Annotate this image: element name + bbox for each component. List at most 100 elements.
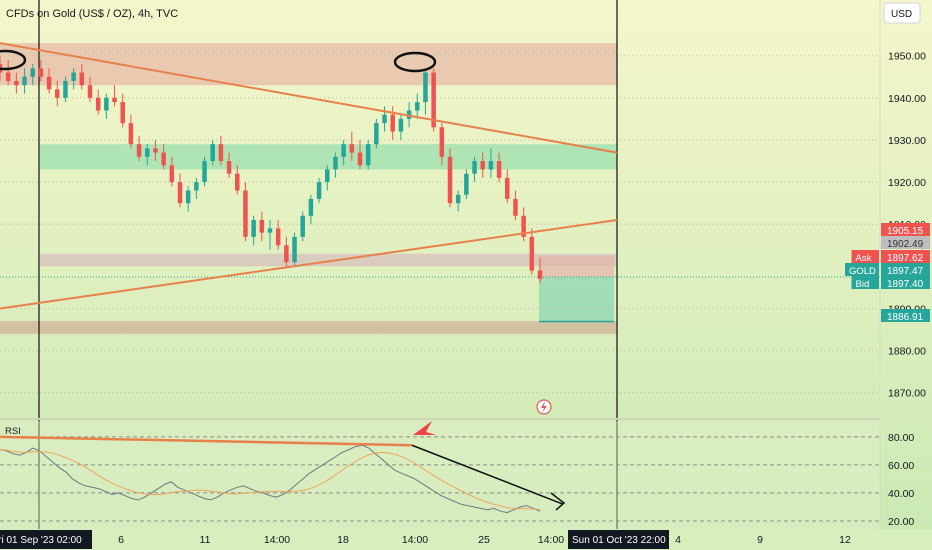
time-axis-tick: 4: [675, 534, 681, 546]
price-label-gold-bg: [881, 263, 930, 276]
descending-resistance-line: [0, 42, 618, 154]
price-axis-tick: 1870.00: [888, 388, 926, 400]
red-arrow-marker: [413, 421, 436, 435]
candle-body: [136, 144, 142, 157]
price-label-ask-tag: Ask: [856, 253, 872, 264]
candle-body: [333, 156, 338, 170]
time-axis-tick: 18: [337, 534, 349, 546]
price-axis-tick: 1950.00: [888, 51, 926, 63]
candle: [112, 85, 117, 107]
candle: [177, 173, 183, 208]
candle: [63, 76, 68, 103]
candle: [22, 68, 27, 94]
price-axis-tick: 1940.00: [888, 93, 926, 105]
drawings-layer: [0, 42, 618, 415]
candle-body: [275, 228, 281, 246]
candle-body: [161, 152, 166, 166]
candle-body: [30, 68, 35, 77]
start-time-label: Fri 01 Sep '23 02:00: [0, 535, 82, 546]
left-high-circle: [0, 49, 27, 71]
candle: [71, 68, 76, 90]
rsi-axis-tick: 80.00: [888, 432, 914, 444]
candle: [120, 93, 125, 128]
candle-body: [488, 161, 494, 170]
candle-body: [243, 190, 248, 237]
price-label-gold: 1897.47: [887, 266, 924, 277]
candle-body: [63, 80, 68, 98]
candle: [431, 68, 436, 132]
candle-body: [202, 161, 207, 183]
candle: [529, 228, 535, 275]
candle-body: [472, 161, 477, 174]
candle-body: [284, 245, 289, 263]
candle: [423, 68, 428, 115]
time-axis-tick: 6: [118, 534, 124, 546]
time-axis-tick: 14:00: [538, 534, 564, 546]
resistance-zone: [40, 144, 617, 170]
candle: [251, 215, 256, 246]
candle-body: [194, 182, 199, 191]
demand-zone: [0, 321, 617, 334]
candle-body: [308, 198, 314, 216]
lightning-glyph: [541, 401, 547, 413]
candle: [194, 177, 199, 199]
candle-body: [226, 161, 232, 174]
candle-body: [104, 97, 109, 111]
rsi-layer: [0, 421, 880, 529]
candle-body: [145, 148, 150, 157]
rsi-down-arrow-line: [411, 444, 564, 505]
candle-body: [169, 165, 175, 183]
candle-body: [218, 144, 224, 162]
candle: [284, 236, 289, 267]
candle: [341, 139, 346, 166]
candle: [398, 114, 404, 140]
candle: [488, 148, 494, 178]
candle-body: [439, 127, 445, 157]
candle-body: [112, 97, 117, 103]
candle-body: [423, 72, 428, 103]
candle: [447, 148, 453, 208]
candle: [308, 194, 314, 225]
candle: [5, 59, 11, 86]
price-label-gold-tag: GOLD: [849, 266, 876, 277]
candle: [185, 186, 191, 212]
candle: [30, 64, 35, 86]
candle-body: [267, 228, 273, 233]
candle: [472, 156, 477, 183]
candle-body: [341, 144, 346, 157]
price-label-1886: 1886.91: [887, 312, 924, 323]
candle-body: [316, 182, 322, 199]
candle: [38, 59, 44, 81]
price-label-1902-bg: [881, 236, 930, 249]
candle: [218, 135, 224, 166]
candle-body: [455, 194, 461, 204]
candle: [496, 152, 502, 183]
start-time-label-bg: [0, 530, 92, 549]
candle-body: [177, 182, 183, 204]
time-axis-tick: 11: [200, 534, 211, 546]
time-axis-tick: 25: [478, 534, 490, 546]
currency-button-label: USD: [891, 9, 912, 20]
candle: [87, 76, 93, 103]
currency-button-bg[interactable]: [883, 2, 921, 24]
rsi-ma-line: [0, 449, 541, 510]
candle-body: [505, 177, 510, 199]
price-axis-tick: 1920.00: [888, 177, 926, 189]
candle: [46, 68, 52, 94]
candle: [104, 93, 109, 119]
candle: [357, 139, 363, 170]
candle-body: [292, 236, 297, 263]
candle: [505, 169, 510, 204]
rsi-pane-bg: [0, 421, 880, 529]
end-time-label: Sun 01 Oct '23 22:00: [572, 535, 666, 546]
price-label-1905: 1905.15: [887, 226, 924, 237]
candle: [243, 182, 248, 242]
price-label-bid: 1897.40: [887, 279, 924, 290]
candles-layer: [0, 55, 543, 284]
candle-body: [513, 198, 518, 216]
candle: [464, 169, 469, 199]
candle-body: [46, 76, 52, 90]
candle: [136, 135, 142, 162]
